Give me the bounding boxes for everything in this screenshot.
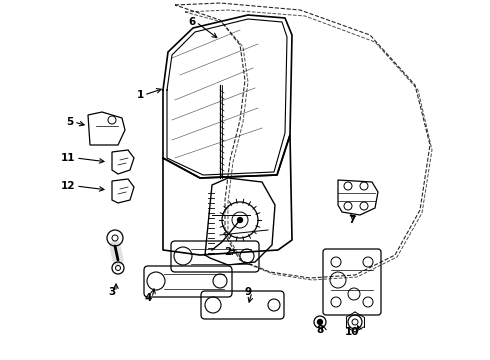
Text: 1: 1 (136, 90, 144, 100)
Circle shape (318, 320, 322, 324)
Text: 8: 8 (317, 325, 323, 335)
Text: 4: 4 (145, 293, 152, 303)
Text: 10: 10 (345, 327, 359, 337)
Text: 2: 2 (224, 247, 232, 257)
Text: 5: 5 (66, 117, 74, 127)
Text: 11: 11 (61, 153, 75, 163)
Text: 3: 3 (108, 287, 116, 297)
Text: 6: 6 (188, 17, 196, 27)
Text: 7: 7 (348, 215, 356, 225)
Text: 12: 12 (61, 181, 75, 191)
Text: 9: 9 (245, 287, 251, 297)
Circle shape (238, 217, 243, 222)
